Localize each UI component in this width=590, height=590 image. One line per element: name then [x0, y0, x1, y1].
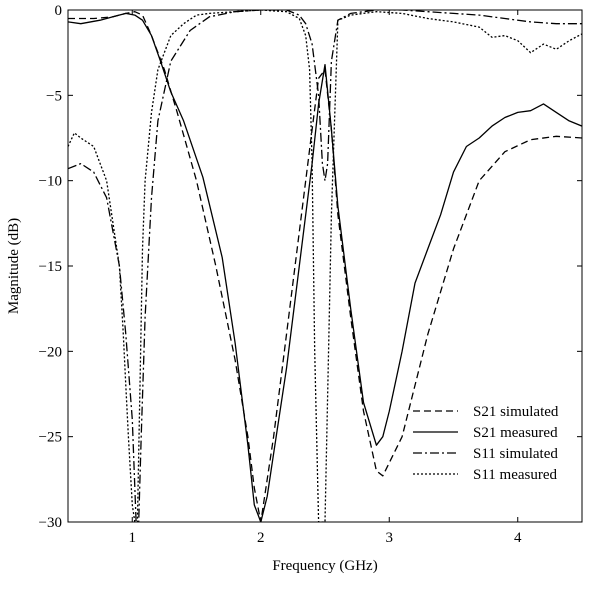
legend-label: S11 measured	[473, 467, 558, 483]
series-line-s11-measured	[68, 10, 582, 522]
legend: S21 simulated S21 measured S11 simulated S1…	[413, 404, 559, 483]
x-tick-label: 2	[257, 530, 265, 546]
x-tick-labels: 1 2 3 4	[129, 530, 523, 546]
y-tick-label: −20	[39, 344, 62, 360]
x-tick-label: 1	[129, 530, 137, 546]
legend-label: S11 simulated	[473, 446, 558, 462]
y-tick-label: 0	[55, 3, 63, 19]
x-axis-label: Frequency (GHz)	[272, 558, 377, 574]
legend-label: S21 measured	[473, 425, 558, 441]
y-axis-label: Magnitude (dB)	[6, 218, 22, 314]
legend-label: S21 simulated	[473, 404, 559, 420]
y-tick-label: −15	[39, 259, 62, 275]
y-tick-label: −5	[46, 88, 62, 104]
y-tick-label: −25	[39, 430, 62, 446]
series-line-s21-measured	[68, 12, 582, 522]
series-lines	[68, 10, 582, 522]
series-line-s11-simulated	[68, 10, 582, 522]
series-line-s21-simulated	[68, 11, 582, 522]
x-tick-label: 4	[514, 530, 522, 546]
y-tick-label: −10	[39, 174, 62, 190]
x-tick-label: 3	[386, 530, 394, 546]
y-tick-labels: 0 −5 −10 −15 −20 −25 −30	[39, 3, 62, 531]
y-tick-label: −30	[39, 515, 62, 531]
